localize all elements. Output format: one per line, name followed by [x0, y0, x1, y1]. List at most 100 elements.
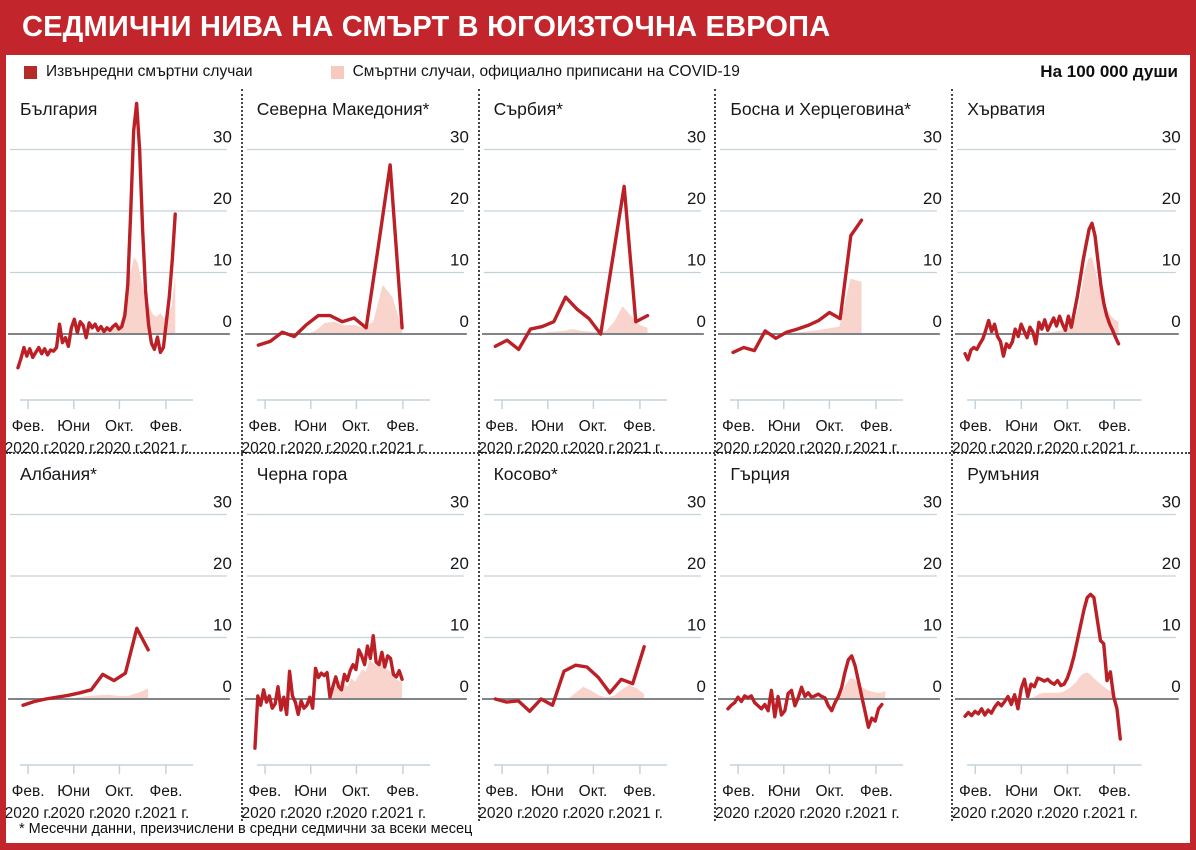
- unit-label: На 100 000 души: [1040, 62, 1178, 81]
- x-axis-labels: Фев. 2020 г. Юни 2020 г. Окт. 2020 г. Фев. 2021…: [6, 414, 241, 457]
- y-tick-label: 30: [923, 127, 942, 146]
- excess-deaths-line: [16, 101, 177, 370]
- x-tick-year: 2021 г.: [379, 805, 427, 822]
- x-axis-labels: Фев. 2020 г. Юни 2020 г. Окт. 2020 г. Фев. 2021…: [478, 414, 715, 457]
- x-tick-month: Фев.: [248, 418, 282, 435]
- chart-panel: Албания* 30 20 10 0 Фев. 2020 г. Юни 2020 г. Окт.…: [6, 454, 243, 822]
- x-tick-label: Фев. 2021 г.: [1091, 416, 1138, 460]
- legend-excess-label: Извънредни смъртни случаи: [46, 63, 253, 80]
- excess-deaths-line: [493, 184, 649, 352]
- x-tick-year: 2020 г.: [952, 805, 999, 822]
- x-tick-month: Фев.: [485, 418, 519, 435]
- y-tick-label: 20: [450, 189, 469, 208]
- x-tick-label: Окт. 2020 г.: [96, 416, 143, 460]
- x-tick-year: 2020 г.: [287, 440, 334, 457]
- x-tick-year: 2020 г.: [1044, 440, 1092, 457]
- x-tick-month: Фев.: [11, 418, 45, 435]
- x-tick-year: 2020 г.: [478, 440, 526, 457]
- footnote: * Месечни данни, преизчислени в средни с…: [19, 821, 473, 837]
- x-tick-year: 2020 г.: [715, 805, 762, 822]
- chart-plot: 30 20 10 0: [718, 127, 942, 409]
- x-tick-month: Фев.: [859, 418, 893, 435]
- x-tick-year: 2020 г.: [95, 805, 143, 822]
- x-tick-year: 2020 г.: [241, 805, 289, 822]
- x-tick-year: 2020 г.: [4, 440, 52, 457]
- chart-plot: 30 20 10 0: [244, 492, 469, 774]
- x-tick-label: Фев. 2021 г.: [142, 781, 189, 825]
- x-tick-month: Фев.: [721, 783, 755, 800]
- x-tick-label: Юни 2020 г.: [998, 781, 1045, 825]
- x-tick-month: Юни: [530, 783, 564, 800]
- chart-panel: Черна гора 30 20 10 0 Фев. 2020 г. Юни 2020 г. Ок…: [241, 454, 480, 822]
- y-tick-label: 20: [1162, 554, 1181, 573]
- chart-panel: Северна Македония* 30 20 10 0 Фев. 2020 г. Юни 2…: [241, 89, 480, 457]
- y-tick-label: 10: [923, 250, 942, 269]
- x-tick-label: Окт. 2020 г.: [1044, 416, 1091, 460]
- x-tick-label: Фев. 2020 г.: [4, 416, 52, 460]
- x-tick-month: Юни: [767, 783, 801, 800]
- x-tick-year: 2020 г.: [806, 805, 854, 822]
- excess-deaths-line: [21, 626, 150, 707]
- chart-plot: 30 20 10 0: [244, 127, 469, 409]
- x-tick-label: Фев. 2021 г.: [142, 416, 189, 460]
- x-tick-label: Юни 2020 г.: [524, 416, 571, 460]
- chart-panel: Босна и Херцеговина* 30 20 10 0 Фев. 2020 г. Юн…: [715, 89, 954, 457]
- x-tick-year: 2020 г.: [95, 440, 143, 457]
- legend-covid-label: Смъртни случаи, официално приписани на C…: [352, 63, 740, 80]
- y-tick-label: 10: [687, 615, 706, 634]
- x-tick-year: 2021 г.: [142, 440, 190, 457]
- x-tick-month: Окт.: [341, 783, 371, 800]
- charts-row-1: България 30 20 10 0 Фев. 2020 г. Юни 2020 г. Окт.…: [6, 89, 1190, 457]
- excess-swatch-icon: [24, 65, 37, 79]
- x-tick-year: 2021 г.: [616, 805, 663, 822]
- x-tick-label: Фев. 2021 г.: [1091, 781, 1138, 825]
- x-tick-month: Фев.: [149, 783, 183, 800]
- y-tick-label: 30: [450, 127, 469, 146]
- chart-title: България: [20, 99, 98, 119]
- x-tick-month: Окт.: [578, 418, 608, 435]
- x-tick-month: Окт.: [1053, 418, 1082, 435]
- x-tick-label: Окт. 2020 г.: [333, 416, 380, 460]
- x-tick-year: 2021 г.: [616, 440, 663, 457]
- covid-deaths-area: [1041, 257, 1119, 334]
- excess-deaths-line: [731, 218, 864, 355]
- x-tick-label: Фев. 2021 г.: [853, 416, 900, 460]
- x-axis-labels: Фев. 2020 г. Юни 2020 г. Окт. 2020 г. Фев. 2021…: [478, 779, 715, 822]
- x-tick-year: 2021 г.: [142, 805, 190, 822]
- y-tick-label: 0: [933, 677, 942, 696]
- x-tick-year: 2020 г.: [523, 440, 571, 457]
- y-tick-label: 20: [923, 189, 942, 208]
- x-tick-label: Фев. 2020 г.: [952, 781, 999, 825]
- y-tick-label: 10: [923, 615, 942, 634]
- x-tick-label: Фев. 2021 г.: [616, 781, 663, 825]
- chart-plot: 30 20 10 0: [481, 127, 706, 409]
- covid-deaths-area: [68, 688, 149, 699]
- excess-deaths-line: [256, 163, 404, 347]
- x-tick-label: Фев. 2021 г.: [616, 416, 663, 460]
- x-tick-month: Окт.: [815, 783, 845, 800]
- y-tick-label: 30: [687, 127, 706, 146]
- x-tick-month: Фев.: [623, 418, 656, 435]
- excess-deaths-line: [726, 654, 884, 730]
- chart-title: Гърция: [730, 464, 790, 484]
- chart-plot: 30 20 10 0: [481, 492, 706, 774]
- x-tick-month: Юни: [294, 418, 327, 435]
- x-tick-label: Фев. 2020 г.: [241, 416, 288, 460]
- y-tick-label: 0: [933, 312, 942, 331]
- x-tick-year: 2021 г.: [379, 440, 427, 457]
- x-tick-label: Окт. 2020 г.: [806, 781, 853, 825]
- charts-row-2: Албания* 30 20 10 0 Фев. 2020 г. Юни 2020 г. Окт.…: [6, 452, 1190, 822]
- y-tick-label: 10: [687, 250, 706, 269]
- covid-deaths-area: [567, 684, 644, 699]
- y-tick-label: 20: [687, 554, 706, 573]
- excess-deaths-line: [963, 221, 1121, 362]
- x-tick-label: Юни 2020 г.: [761, 781, 808, 825]
- x-tick-year: 2021 г.: [1091, 805, 1138, 822]
- y-tick-label: 30: [213, 127, 232, 146]
- x-tick-month: Окт.: [105, 418, 134, 435]
- y-tick-label: 10: [1162, 616, 1181, 635]
- x-axis-labels: Фев. 2020 г. Юни 2020 г. Окт. 2020 г. Фев. 2021…: [952, 779, 1190, 822]
- y-tick-label: 30: [213, 492, 232, 511]
- x-tick-year: 2020 г.: [523, 805, 571, 822]
